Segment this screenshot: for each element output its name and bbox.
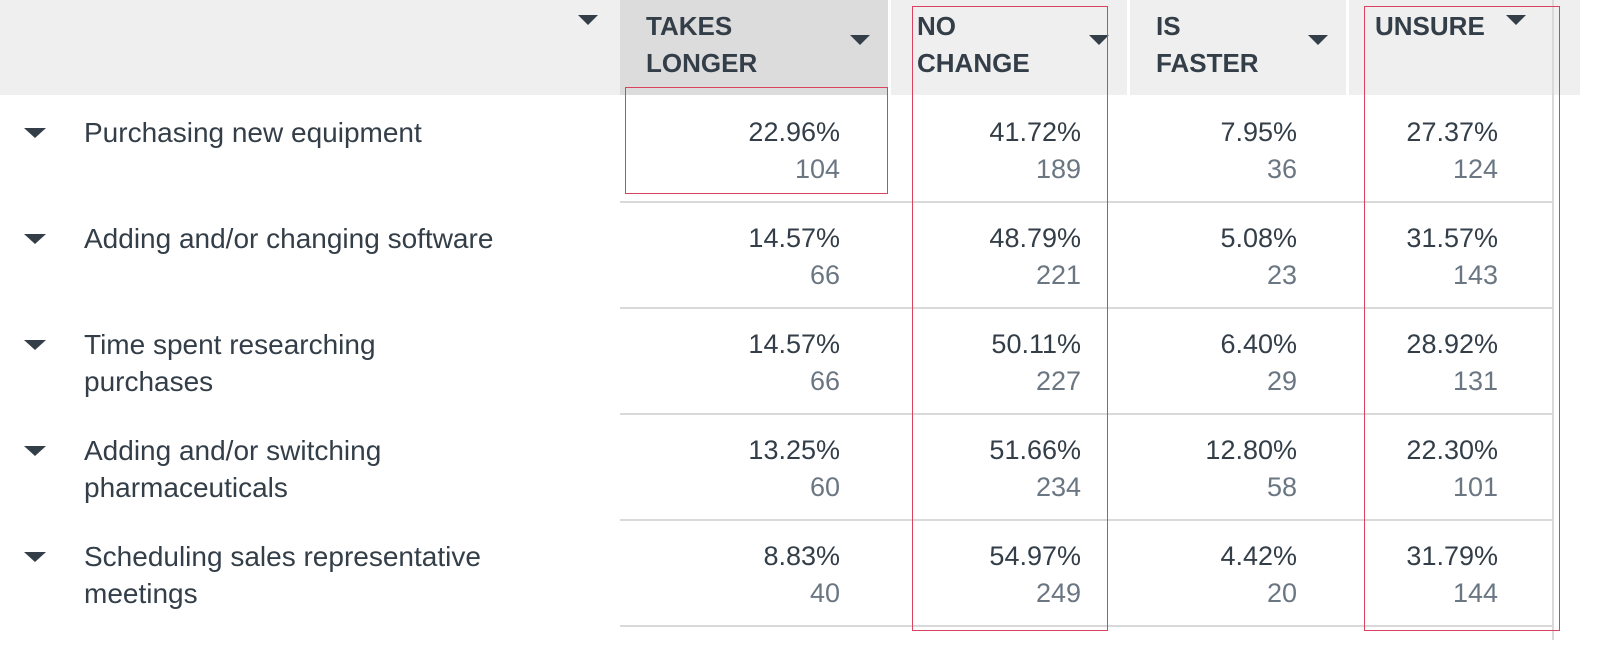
column-divider (888, 0, 891, 95)
cell-count: 36 (1266, 154, 1297, 184)
table-right-border (1552, 0, 1554, 640)
table-cell: 14.57% 66 (620, 220, 840, 294)
cell-percent: 7.95% (1220, 117, 1297, 147)
row-divider (620, 201, 1552, 203)
cell-count: 124 (1452, 154, 1498, 184)
table-cell: 27.37% 124 (1349, 114, 1498, 188)
column-divider (1346, 0, 1349, 95)
table-cell: 50.11% 227 (891, 326, 1081, 400)
column-header-label: IS FASTER (1156, 11, 1259, 78)
cell-count: 131 (1452, 366, 1498, 396)
row-label: Time spent researching purchases (84, 329, 376, 397)
column-header-label: NO CHANGE (917, 11, 1030, 78)
cell-count: 60 (809, 472, 840, 502)
column-header-label: UNSURE (1375, 11, 1485, 41)
cell-percent: 48.79% (989, 223, 1081, 253)
cell-percent: 14.57% (748, 223, 840, 253)
column-header-no-change[interactable]: NO CHANGE (891, 0, 1127, 95)
cell-percent: 4.42% (1220, 541, 1297, 571)
table-cell: 22.96% 104 (620, 114, 840, 188)
column-divider (1127, 0, 1130, 95)
table-cell: 51.66% 234 (891, 432, 1081, 506)
cell-percent: 8.83% (763, 541, 840, 571)
cell-count: 221 (1035, 260, 1081, 290)
cell-count: 249 (1035, 578, 1081, 608)
cell-percent: 28.92% (1406, 329, 1498, 359)
cell-percent: 31.79% (1406, 541, 1498, 571)
cell-count: 66 (809, 366, 840, 396)
row-label: Adding and/or changing software (84, 223, 494, 254)
cell-count: 58 (1266, 472, 1297, 502)
table-cell: 14.57% 66 (620, 326, 840, 400)
row-divider (620, 307, 1552, 309)
cell-count: 234 (1035, 472, 1081, 502)
cell-count: 29 (1266, 366, 1297, 396)
chevron-down-icon[interactable] (850, 35, 870, 45)
cell-percent: 51.66% (989, 435, 1081, 465)
cell-percent: 6.40% (1220, 329, 1297, 359)
label-column-sort-icon[interactable] (578, 15, 598, 25)
row-divider (620, 413, 1552, 415)
cell-count: 143 (1452, 260, 1498, 290)
cell-count: 101 (1452, 472, 1498, 502)
row-label: Purchasing new equipment (84, 117, 422, 148)
row-label: Adding and/or switching pharmaceuticals (84, 435, 382, 503)
cell-percent: 54.97% (989, 541, 1081, 571)
row-divider (620, 519, 1552, 521)
chevron-down-icon[interactable] (1308, 35, 1328, 45)
table-cell: 7.95% 36 (1130, 114, 1297, 188)
cell-count: 66 (809, 260, 840, 290)
table-cell: 48.79% 221 (891, 220, 1081, 294)
row-expand-icon[interactable] (24, 340, 46, 350)
cell-percent: 13.25% (748, 435, 840, 465)
table-cell: 31.57% 143 (1349, 220, 1498, 294)
row-divider (620, 625, 1552, 627)
cell-percent: 22.30% (1406, 435, 1498, 465)
cell-percent: 27.37% (1406, 117, 1498, 147)
table-cell: 8.83% 40 (620, 538, 840, 612)
table-cell: 4.42% 20 (1130, 538, 1297, 612)
table-cell: 6.40% 29 (1130, 326, 1297, 400)
cell-percent: 5.08% (1220, 223, 1297, 253)
column-header-unsure[interactable]: UNSURE (1349, 0, 1549, 95)
cell-count: 227 (1035, 366, 1081, 396)
table-cell: 28.92% 131 (1349, 326, 1498, 400)
table-cell: 31.79% 144 (1349, 538, 1498, 612)
table-cell: 41.72% 189 (891, 114, 1081, 188)
row-expand-icon[interactable] (24, 234, 46, 244)
cell-count: 104 (794, 154, 840, 184)
row-label: Scheduling sales representative meetings (84, 541, 481, 609)
cell-count: 189 (1035, 154, 1081, 184)
cell-percent: 14.57% (748, 329, 840, 359)
cell-percent: 41.72% (989, 117, 1081, 147)
table-cell: 5.08% 23 (1130, 220, 1297, 294)
column-header-is-faster[interactable]: IS FASTER (1130, 0, 1346, 95)
cell-percent: 31.57% (1406, 223, 1498, 253)
table-cell: 12.80% 58 (1130, 432, 1297, 506)
cell-count: 40 (809, 578, 840, 608)
row-expand-icon[interactable] (24, 128, 46, 138)
table-cell: 22.30% 101 (1349, 432, 1498, 506)
cell-count: 20 (1266, 578, 1297, 608)
row-expand-icon[interactable] (24, 552, 46, 562)
row-expand-icon[interactable] (24, 446, 46, 456)
table-cell: 54.97% 249 (891, 538, 1081, 612)
cell-count: 144 (1452, 578, 1498, 608)
cell-count: 23 (1266, 260, 1297, 290)
cell-percent: 22.96% (748, 117, 840, 147)
column-header-takes-longer[interactable]: TAKES LONGER (620, 0, 888, 95)
table-cell: 13.25% 60 (620, 432, 840, 506)
chevron-down-icon[interactable] (1089, 35, 1109, 45)
chevron-down-icon[interactable] (1506, 15, 1526, 25)
column-header-label: TAKES LONGER (646, 11, 758, 78)
cell-percent: 50.11% (991, 329, 1081, 359)
cell-percent: 12.80% (1205, 435, 1297, 465)
